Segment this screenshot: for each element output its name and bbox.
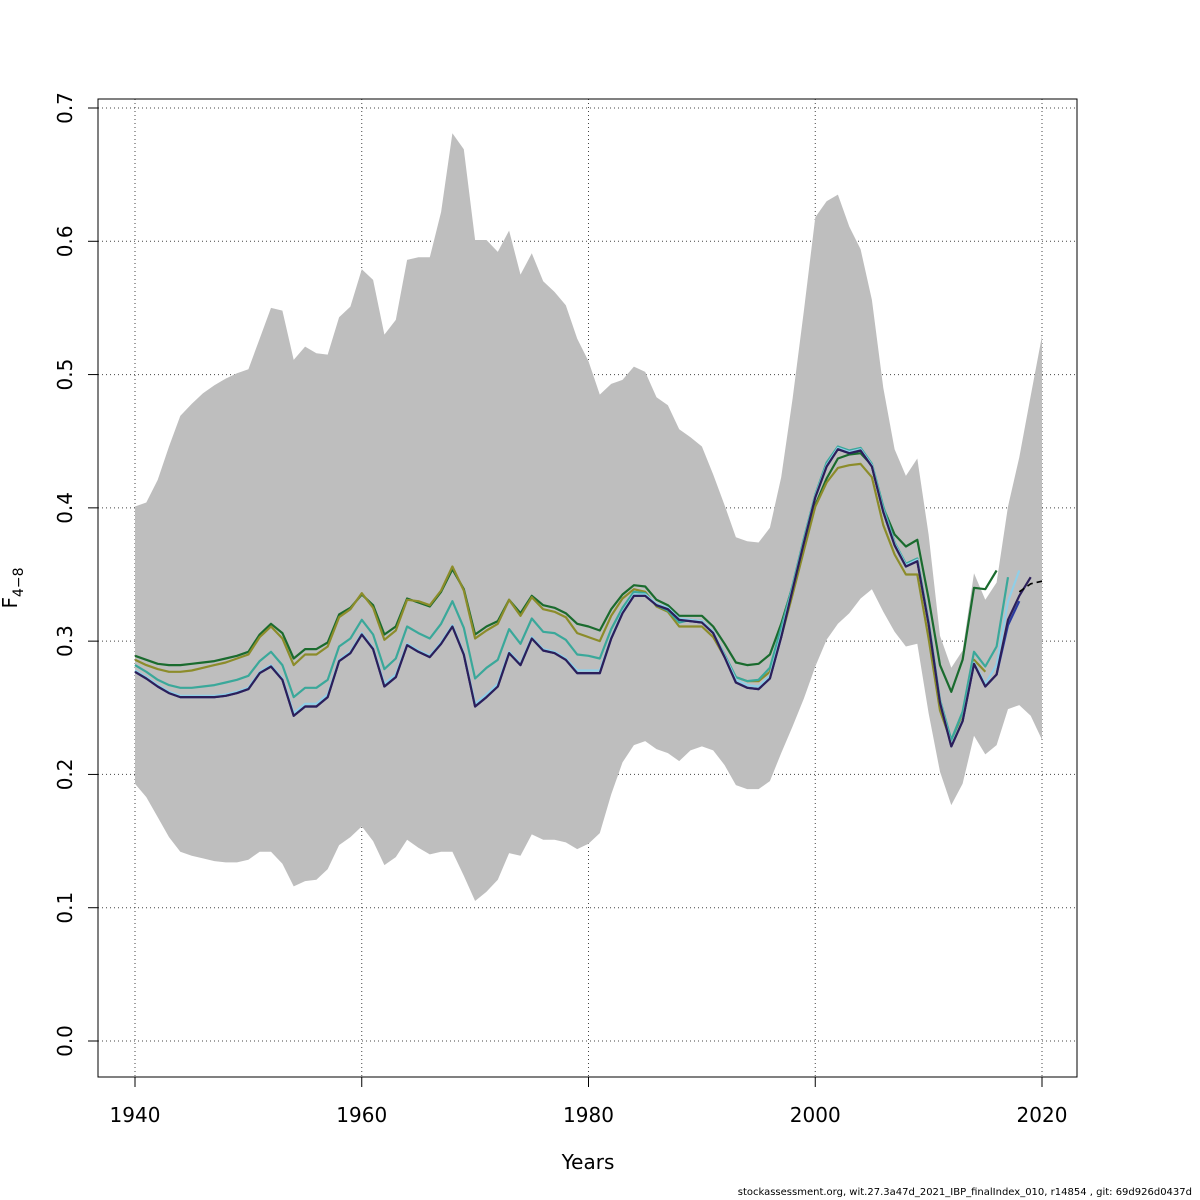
x-tick-label: 2020	[1017, 1103, 1068, 1127]
x-tick-label: 1940	[110, 1103, 161, 1127]
series-line-0	[134, 452, 998, 693]
x-tick-label: 2000	[790, 1103, 841, 1127]
series-lines	[134, 445, 1043, 748]
y-tick-label: 0.0	[53, 1025, 77, 1057]
confidence-band	[135, 133, 1042, 902]
y-tick-label: 0.7	[53, 92, 77, 124]
series-line-1	[134, 462, 987, 744]
y-tick-label: 0.2	[53, 758, 77, 790]
confidence-band-area	[135, 133, 1042, 902]
x-tick-label: 1980	[563, 1103, 614, 1127]
series-line-6	[1018, 580, 1043, 593]
y-tick-label: 0.4	[53, 492, 77, 524]
y-tick-label: 0.5	[53, 359, 77, 391]
x-axis: 1940 1960 1980 2000 2020	[110, 1076, 1068, 1127]
y-tick-label: 0.1	[53, 892, 77, 924]
y-axis-label-group: F̄4−8	[0, 567, 27, 608]
series-line-5	[134, 448, 1032, 748]
y-axis-label-main: F̄	[0, 597, 22, 609]
y-tick-label: 0.3	[53, 625, 77, 657]
footer-credit: stockassessment.org, wit.27.3a47d_2021_I…	[737, 1187, 1192, 1198]
x-tick-label: 1960	[336, 1103, 387, 1127]
y-axis: 0.0 0.1 0.2 0.3 0.4 0.5 0.6 0.7	[53, 92, 98, 1057]
y-axis-label: F̄4−8	[0, 567, 27, 608]
y-axis-label-subscript: 4−8	[11, 567, 27, 597]
y-tick-label: 0.6	[53, 225, 77, 257]
x-axis-label: Years	[561, 1150, 615, 1174]
